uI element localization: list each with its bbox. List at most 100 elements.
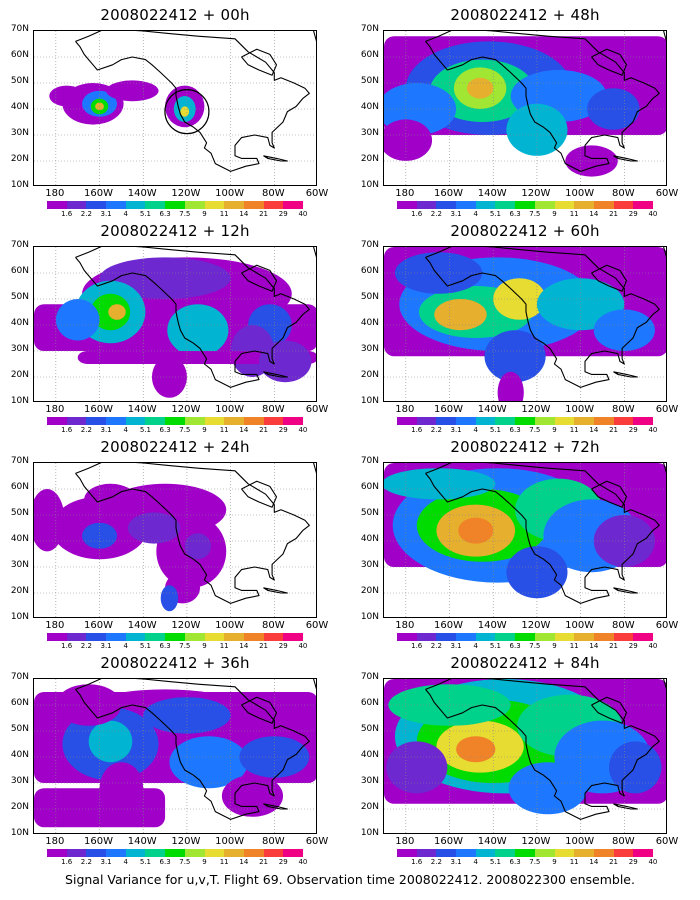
colorbar-swatch [106, 201, 126, 209]
colorbar-label: 21 [609, 426, 619, 434]
lon-tick-label: 140W [477, 836, 507, 847]
variance-contour [77, 351, 316, 364]
map-frame [383, 462, 667, 618]
colorbar-label: 5.1 [489, 858, 501, 866]
panel-title: 2008022412 + 24h [100, 438, 250, 456]
variance-contour [169, 736, 249, 789]
colorbar-swatch [613, 633, 634, 641]
colorbar-swatch [47, 201, 67, 209]
forecast-panel: 2008022412 + 12h 70N 60N 50N 40N 30N 20N 10N 180… [11, 222, 329, 434]
lat-tick-label: 70N [360, 240, 379, 250]
colorbar-labels: 1.6 2.2 3.1 4 5.1 6.3 7.5 9 11 14 21 29 40 [57, 426, 313, 434]
lat-tick-label: 20N [10, 586, 29, 596]
colorbar-label: 3.1 [450, 426, 462, 434]
lat-lon-grid [34, 463, 316, 617]
lat-tick-label: 20N [360, 802, 379, 812]
lon-tick-label: 60W [655, 188, 679, 199]
colorbar-swatch [106, 849, 126, 857]
lat-tick-label: 10N [10, 828, 29, 838]
colorbar-label: 3.1 [100, 426, 112, 434]
variance-contour [467, 77, 494, 99]
colorbar-swatch [574, 201, 594, 209]
lon-tick-label: 180 [395, 404, 415, 415]
coastline-greenland [663, 679, 666, 690]
lat-tick-label: 30N [10, 776, 29, 786]
variance-contour [34, 788, 166, 828]
colorbar-swatch [145, 849, 166, 857]
coastline-greenland [663, 31, 666, 42]
colorbar-label: 6.3 [509, 642, 521, 650]
colorbar-swatch [613, 201, 634, 209]
lon-tick-label: 180 [395, 620, 415, 631]
colorbar-label: 9 [202, 858, 207, 866]
colorbar-swatch [554, 417, 575, 425]
colorbar-swatch [554, 849, 575, 857]
colorbar-label: 29 [278, 858, 288, 866]
colorbar-swatch [593, 417, 614, 425]
colorbar-swatch [263, 201, 284, 209]
colorbar-label: 9 [552, 642, 557, 650]
colorbar-label: 21 [609, 210, 619, 218]
lon-tick-label: 100W [565, 188, 595, 199]
lat-tick-label: 60N [10, 266, 29, 276]
colorbar-label: 3.1 [100, 210, 112, 218]
colorbar [397, 849, 653, 857]
colorbar-swatch [436, 201, 457, 209]
colorbar-swatch [86, 201, 107, 209]
colorbar-label: 5.1 [139, 210, 151, 218]
colorbar-label: 4 [123, 858, 128, 866]
lat-tick-label: 30N [360, 776, 379, 786]
lon-tick-label: 80W [261, 836, 285, 847]
colorbar-label: 3.1 [100, 642, 112, 650]
colorbar-swatch [145, 201, 166, 209]
colorbar-swatch [86, 417, 107, 425]
map-frame [33, 462, 317, 618]
lat-tick-label: 60N [360, 266, 379, 276]
map-plot [384, 31, 666, 185]
colorbar-label: 4 [123, 210, 128, 218]
colorbar-label: 2.2 [430, 858, 442, 866]
colorbar-label: 9 [552, 858, 557, 866]
colorbar-swatch [416, 849, 437, 857]
colorbar-swatch [106, 417, 126, 425]
lon-tick-label: 180 [45, 836, 65, 847]
coastline-north-america [425, 463, 660, 604]
figure-caption: Signal Variance for u,v,T. Flight 69. Ob… [65, 872, 635, 887]
colorbar-label: 6.3 [159, 426, 171, 434]
colorbar-label: 29 [278, 426, 288, 434]
lon-tick-label: 60W [655, 404, 679, 415]
variance-contour [593, 309, 655, 351]
variance-contour [384, 119, 433, 161]
lat-lon-grid [384, 463, 666, 617]
colorbar-swatch [165, 201, 185, 209]
lat-tick-label: 50N [360, 76, 379, 86]
lon-tick-label: 60W [655, 836, 679, 847]
lat-lon-grid [384, 679, 666, 833]
lon-tick-label: 80W [261, 188, 285, 199]
colorbar-label: 11 [569, 210, 579, 218]
lat-tick-label: 50N [360, 724, 379, 734]
coastline-cuba [613, 587, 638, 594]
observation-region-circle [164, 88, 210, 135]
lat-tick-label: 70N [10, 456, 29, 466]
panel-title: 2008022412 + 12h [100, 222, 250, 240]
coastline-greenland [313, 31, 316, 42]
lat-tick-label: 60N [10, 698, 29, 708]
colorbar-label: 14 [239, 426, 249, 434]
colorbar-swatch [184, 417, 205, 425]
colorbar-label: 29 [278, 642, 288, 650]
colorbar-label: 7.5 [529, 210, 541, 218]
colorbar-swatch [283, 849, 303, 857]
lat-tick-label: 70N [360, 24, 379, 34]
colorbar-swatch [574, 849, 594, 857]
colorbar-label: 40 [648, 426, 658, 434]
lon-tick-label: 80W [611, 836, 635, 847]
colorbar-swatch [86, 849, 107, 857]
colorbar-swatch [456, 849, 476, 857]
colorbar-label: 14 [589, 642, 599, 650]
colorbar-swatch [456, 633, 476, 641]
lat-tick-label: 30N [360, 560, 379, 570]
colorbar-label: 29 [628, 858, 638, 866]
coastline-cuba [263, 371, 288, 378]
variance-contour [497, 371, 524, 401]
